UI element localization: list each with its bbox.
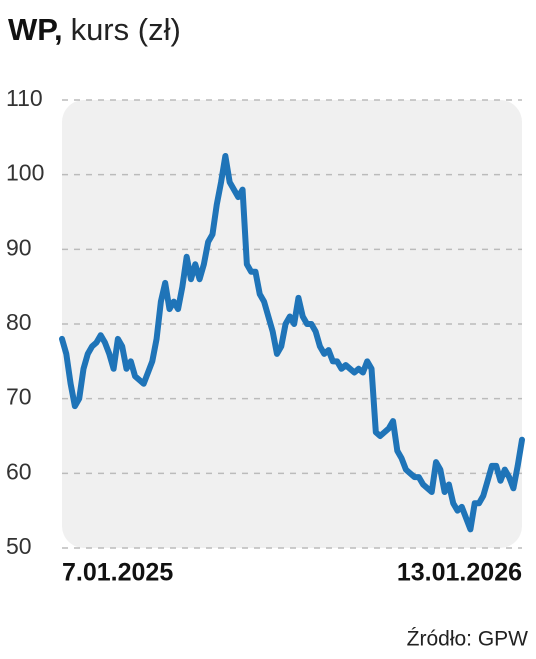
chart-title: WP, kurs (zł)	[8, 12, 181, 47]
y-tick-label: 100	[6, 160, 44, 186]
x-tick-label: 7.01.2025	[62, 559, 173, 587]
y-tick-label: 80	[6, 309, 32, 335]
source: Źródło: GPW	[407, 628, 529, 651]
price-line	[59, 153, 525, 533]
y-tick-label: 110	[6, 85, 43, 111]
subtitle: kurs (zł)	[71, 12, 181, 47]
y-tick-label: 70	[6, 384, 32, 410]
y-tick-label: 90	[6, 234, 32, 260]
y-tick-label: 60	[6, 458, 32, 484]
x-tick-label: 13.01.2026	[397, 559, 522, 587]
y-tick-label: 50	[6, 533, 32, 559]
title: WP,	[8, 12, 63, 47]
